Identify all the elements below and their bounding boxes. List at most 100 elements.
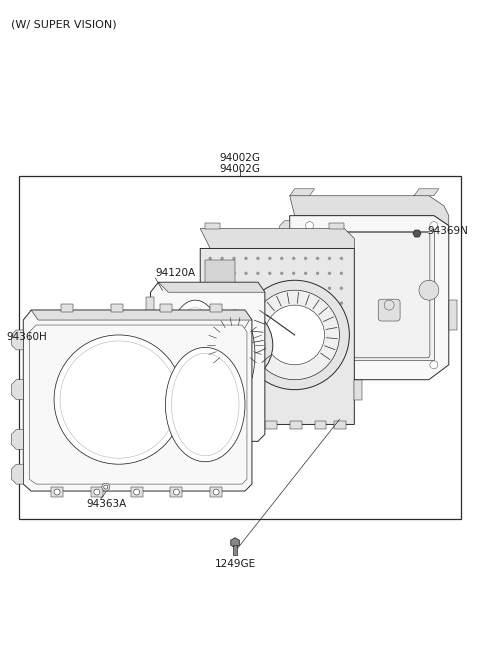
Circle shape	[133, 489, 140, 495]
Polygon shape	[231, 538, 240, 548]
Polygon shape	[280, 270, 290, 290]
Circle shape	[305, 287, 307, 289]
Circle shape	[233, 287, 235, 289]
Circle shape	[221, 302, 223, 304]
Circle shape	[328, 287, 330, 289]
Circle shape	[306, 361, 313, 369]
Polygon shape	[354, 380, 362, 400]
Circle shape	[430, 361, 438, 369]
Bar	[233, 544, 237, 555]
Bar	[207, 310, 233, 315]
Circle shape	[281, 272, 283, 274]
Circle shape	[316, 302, 319, 304]
Polygon shape	[290, 216, 449, 380]
Bar	[240, 421, 252, 430]
Circle shape	[316, 257, 319, 259]
Circle shape	[269, 272, 271, 274]
Circle shape	[221, 257, 223, 259]
Polygon shape	[280, 325, 290, 345]
Text: 94002G: 94002G	[219, 164, 261, 174]
Bar	[160, 304, 172, 312]
Bar	[210, 487, 222, 497]
Circle shape	[209, 317, 211, 319]
Bar	[210, 304, 222, 312]
Circle shape	[328, 257, 330, 259]
Bar	[131, 487, 143, 497]
Circle shape	[335, 300, 344, 310]
Bar	[61, 304, 73, 312]
Bar	[170, 487, 182, 497]
Circle shape	[310, 237, 325, 253]
Bar	[145, 411, 154, 426]
Circle shape	[221, 287, 223, 289]
Circle shape	[281, 317, 283, 319]
Circle shape	[293, 257, 295, 259]
Circle shape	[257, 257, 259, 259]
Circle shape	[257, 317, 259, 319]
Circle shape	[257, 302, 259, 304]
Circle shape	[316, 317, 319, 319]
Circle shape	[233, 302, 235, 304]
Circle shape	[257, 287, 259, 289]
Circle shape	[305, 272, 307, 274]
Polygon shape	[12, 380, 23, 400]
Circle shape	[233, 272, 235, 274]
Circle shape	[269, 302, 271, 304]
Circle shape	[245, 272, 247, 274]
Ellipse shape	[54, 335, 183, 464]
Circle shape	[221, 317, 223, 319]
Circle shape	[245, 302, 247, 304]
Text: 94360H: 94360H	[6, 332, 47, 342]
Circle shape	[269, 317, 271, 319]
Text: 1249GE: 1249GE	[215, 559, 255, 569]
Circle shape	[293, 287, 295, 289]
Circle shape	[281, 302, 283, 304]
FancyBboxPatch shape	[328, 299, 350, 321]
Circle shape	[328, 272, 330, 274]
Circle shape	[209, 302, 211, 304]
Bar	[205, 260, 235, 310]
Circle shape	[104, 485, 108, 489]
Circle shape	[209, 287, 211, 289]
Circle shape	[340, 302, 342, 304]
Bar	[145, 357, 154, 372]
Circle shape	[269, 257, 271, 259]
Polygon shape	[12, 430, 23, 449]
Circle shape	[173, 489, 180, 495]
Circle shape	[316, 287, 319, 289]
Circle shape	[240, 280, 349, 390]
Circle shape	[250, 290, 339, 380]
Circle shape	[54, 489, 60, 495]
Bar	[145, 297, 154, 312]
Polygon shape	[200, 228, 354, 249]
Circle shape	[328, 302, 330, 304]
Text: 94369N: 94369N	[427, 226, 468, 236]
Polygon shape	[329, 222, 344, 228]
Circle shape	[305, 317, 307, 319]
Polygon shape	[31, 310, 252, 320]
Circle shape	[293, 317, 295, 319]
FancyBboxPatch shape	[378, 299, 400, 321]
Circle shape	[293, 272, 295, 274]
Bar	[300, 230, 434, 359]
Circle shape	[281, 257, 283, 259]
Text: 94002G: 94002G	[219, 153, 261, 163]
Circle shape	[205, 315, 265, 375]
Circle shape	[257, 272, 259, 274]
Bar	[51, 487, 63, 497]
Ellipse shape	[168, 300, 223, 400]
Circle shape	[269, 287, 271, 289]
Circle shape	[102, 483, 110, 491]
Circle shape	[340, 287, 342, 289]
Text: (W/ SUPER VISION): (W/ SUPER VISION)	[12, 20, 117, 30]
Polygon shape	[290, 195, 449, 226]
Ellipse shape	[215, 310, 255, 400]
Text: 94363A: 94363A	[86, 499, 126, 509]
Bar	[265, 421, 277, 430]
Circle shape	[316, 272, 319, 274]
Polygon shape	[413, 230, 421, 237]
Polygon shape	[290, 189, 314, 195]
Text: 94120A: 94120A	[156, 268, 196, 278]
Circle shape	[419, 280, 439, 300]
Circle shape	[233, 257, 235, 259]
